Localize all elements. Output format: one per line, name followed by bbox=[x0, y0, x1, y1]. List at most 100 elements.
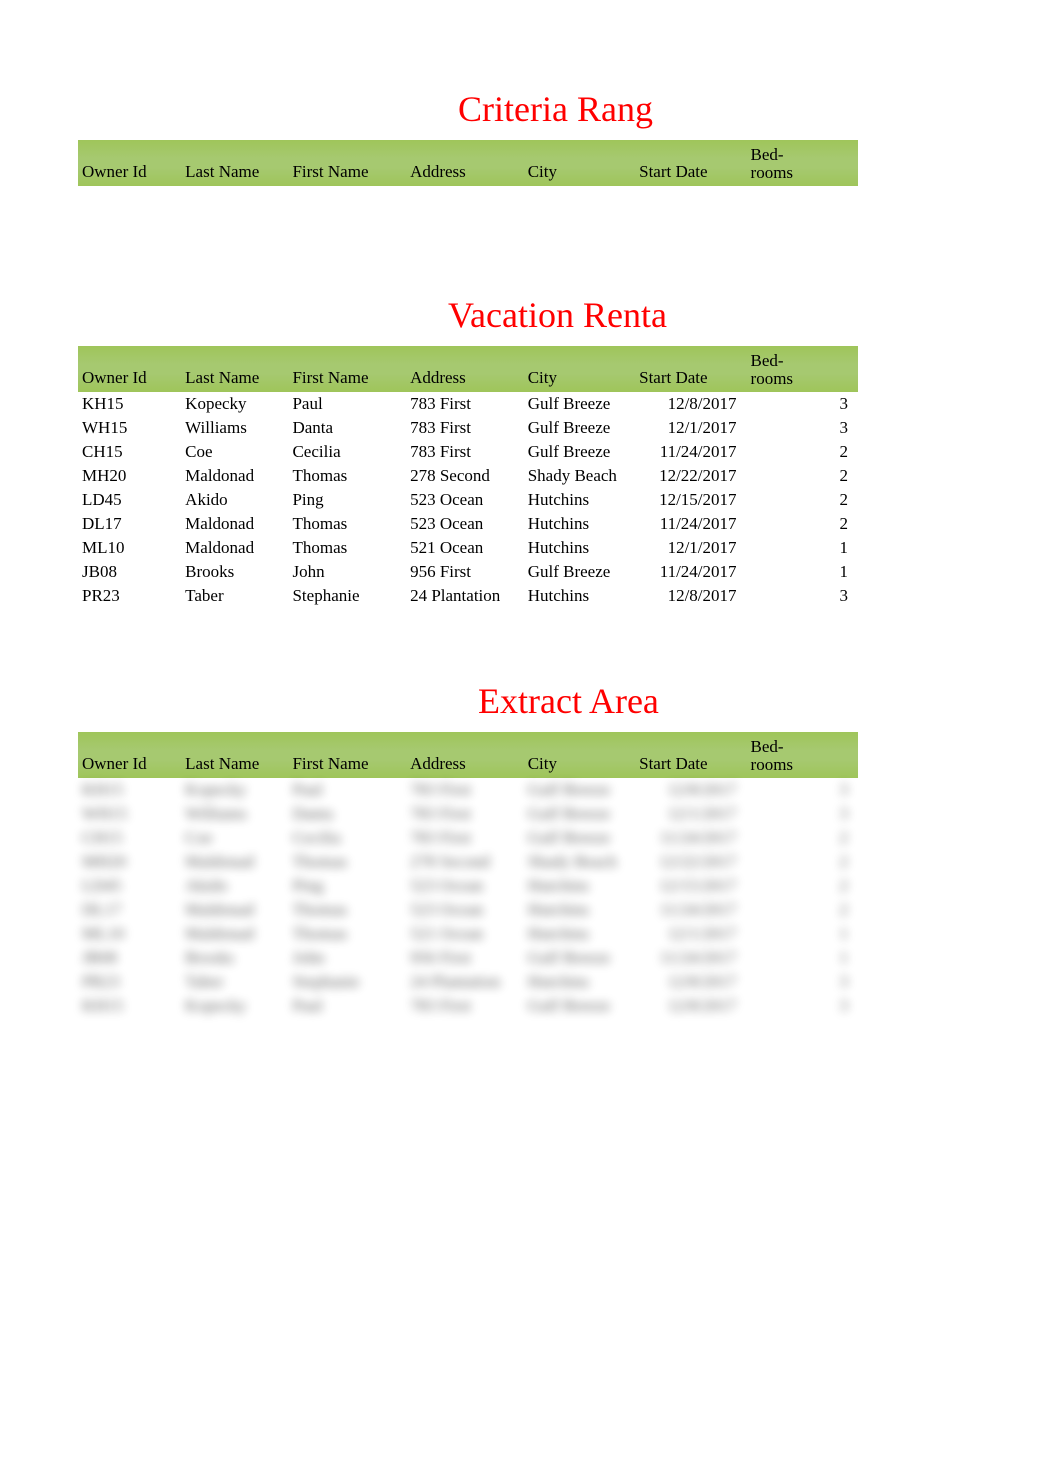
cell-owner-id: DL17 bbox=[78, 512, 181, 536]
cell-bedrooms: 2 bbox=[747, 826, 858, 850]
cell-address: 521 Ocean bbox=[406, 922, 524, 946]
table-row: PR23TaberStephanie24 PlantationHutchins1… bbox=[78, 584, 858, 608]
table-row: LD45AkidoPing523 OceanHutchins12/15/2017… bbox=[78, 874, 858, 898]
table-row: MH20MaldonadThomas278 SecondShady Beach1… bbox=[78, 850, 858, 874]
table-row: WH15WilliamsDanta783 FirstGulf Breeze12/… bbox=[78, 416, 858, 440]
cell-bedrooms: 2 bbox=[747, 874, 858, 898]
col-address: Address bbox=[406, 732, 524, 778]
cell-start-date: 12/22/2017 bbox=[635, 464, 746, 488]
table-row: CH15CoeCecilia783 FirstGulf Breeze11/24/… bbox=[78, 440, 858, 464]
col-bedrooms-l1: Bed- bbox=[751, 351, 784, 370]
cell-bedrooms: 3 bbox=[747, 778, 858, 802]
cell-city: Hutchins bbox=[524, 488, 635, 512]
cell-start-date: 12/15/2017 bbox=[635, 488, 746, 512]
col-bedrooms-l2: rooms bbox=[751, 163, 794, 182]
col-owner-id: Owner Id bbox=[78, 732, 181, 778]
cell-first-name: Thomas bbox=[288, 898, 406, 922]
col-last-name: Last Name bbox=[181, 732, 288, 778]
cell-bedrooms: 3 bbox=[747, 392, 858, 416]
cell-address: 523 Ocean bbox=[406, 898, 524, 922]
table-row: JB08BrooksJohn956 FirstGulf Breeze11/24/… bbox=[78, 946, 858, 970]
col-last-name: Last Name bbox=[181, 346, 288, 392]
cell-first-name: Stephanie bbox=[288, 970, 406, 994]
cell-last-name: Brooks bbox=[181, 560, 288, 584]
cell-bedrooms: 3 bbox=[747, 584, 858, 608]
col-bedrooms: Bed- rooms bbox=[747, 140, 858, 186]
cell-start-date: 11/24/2017 bbox=[635, 512, 746, 536]
cell-owner-id: KH15 bbox=[78, 392, 181, 416]
cell-start-date: 12/1/2017 bbox=[635, 536, 746, 560]
cell-last-name: Taber bbox=[181, 970, 288, 994]
cell-bedrooms: 2 bbox=[747, 898, 858, 922]
col-owner-id: Owner Id bbox=[78, 346, 181, 392]
cell-start-date: 12/1/2017 bbox=[635, 802, 746, 826]
cell-last-name: Kopecky bbox=[181, 994, 288, 1018]
cell-start-date: 11/24/2017 bbox=[635, 946, 746, 970]
cell-first-name: Paul bbox=[288, 392, 406, 416]
cell-last-name: Coe bbox=[181, 440, 288, 464]
table-row: DL17MaldonadThomas523 OceanHutchins11/24… bbox=[78, 898, 858, 922]
col-bedrooms-l1: Bed- bbox=[751, 737, 784, 756]
cell-start-date: 12/8/2017 bbox=[635, 970, 746, 994]
cell-owner-id: KH15 bbox=[78, 778, 181, 802]
cell-address: 523 Ocean bbox=[406, 488, 524, 512]
cell-start-date: 12/1/2017 bbox=[635, 922, 746, 946]
col-bedrooms-l2: rooms bbox=[751, 755, 794, 774]
col-address: Address bbox=[406, 346, 524, 392]
criteria-table: Owner Id Last Name First Name Address Ci… bbox=[78, 140, 858, 186]
cell-last-name: Maldonad bbox=[181, 898, 288, 922]
col-owner-id: Owner Id bbox=[78, 140, 181, 186]
cell-city: Hutchins bbox=[524, 922, 635, 946]
cell-city: Hutchins bbox=[524, 898, 635, 922]
table-row: ML10MaldonadThomas521 OceanHutchins12/1/… bbox=[78, 922, 858, 946]
cell-first-name: Danta bbox=[288, 802, 406, 826]
cell-address: 24 Plantation bbox=[406, 584, 524, 608]
table-row: JB08BrooksJohn956 FirstGulf Breeze11/24/… bbox=[78, 560, 858, 584]
extract-title: Extract Area bbox=[78, 680, 858, 722]
col-first-name: First Name bbox=[288, 346, 406, 392]
cell-start-date: 12/8/2017 bbox=[635, 778, 746, 802]
cell-address: 278 Second bbox=[406, 850, 524, 874]
col-bedrooms-l2: rooms bbox=[751, 369, 794, 388]
cell-owner-id: MH20 bbox=[78, 464, 181, 488]
col-start-date: Start Date bbox=[635, 140, 746, 186]
vacation-table: Owner Id Last Name First Name Address Ci… bbox=[78, 346, 858, 608]
cell-last-name: Taber bbox=[181, 584, 288, 608]
cell-first-name: Thomas bbox=[288, 922, 406, 946]
cell-address: 783 First bbox=[406, 440, 524, 464]
cell-city: Hutchins bbox=[524, 970, 635, 994]
col-city: City bbox=[524, 140, 635, 186]
col-start-date: Start Date bbox=[635, 732, 746, 778]
cell-owner-id: LD45 bbox=[78, 488, 181, 512]
cell-first-name: Cecilia bbox=[288, 826, 406, 850]
cell-owner-id: WH15 bbox=[78, 416, 181, 440]
cell-last-name: Coe bbox=[181, 826, 288, 850]
table-row: KH15KopeckyPaul783 FirstGulf Breeze12/8/… bbox=[78, 778, 858, 802]
cell-city: Gulf Breeze bbox=[524, 946, 635, 970]
cell-owner-id: CH15 bbox=[78, 440, 181, 464]
cell-address: 24 Plantation bbox=[406, 970, 524, 994]
cell-address: 783 First bbox=[406, 416, 524, 440]
table-row: ML10MaldonadThomas521 OceanHutchins12/1/… bbox=[78, 536, 858, 560]
table-row: DL17MaldonadThomas523 OceanHutchins11/24… bbox=[78, 512, 858, 536]
cell-address: 783 First bbox=[406, 802, 524, 826]
table-row: PR23TaberStephanie24 PlantationHutchins1… bbox=[78, 970, 858, 994]
cell-last-name: Maldonad bbox=[181, 464, 288, 488]
cell-last-name: Kopecky bbox=[181, 778, 288, 802]
cell-bedrooms: 1 bbox=[747, 946, 858, 970]
criteria-title: Criteria Rang bbox=[78, 88, 858, 130]
cell-first-name: Danta bbox=[288, 416, 406, 440]
vacation-table-body: KH15KopeckyPaul783 FirstGulf Breeze12/8/… bbox=[78, 392, 858, 608]
cell-owner-id: JB08 bbox=[78, 946, 181, 970]
cell-bedrooms: 1 bbox=[747, 922, 858, 946]
cell-owner-id: PR23 bbox=[78, 584, 181, 608]
cell-bedrooms: 2 bbox=[747, 512, 858, 536]
cell-first-name: Cecilia bbox=[288, 440, 406, 464]
cell-first-name: Paul bbox=[288, 778, 406, 802]
cell-city: Hutchins bbox=[524, 584, 635, 608]
cell-city: Hutchins bbox=[524, 874, 635, 898]
cell-bedrooms: 3 bbox=[747, 416, 858, 440]
cell-address: 521 Ocean bbox=[406, 536, 524, 560]
col-city: City bbox=[524, 346, 635, 392]
cell-start-date: 12/22/2017 bbox=[635, 850, 746, 874]
